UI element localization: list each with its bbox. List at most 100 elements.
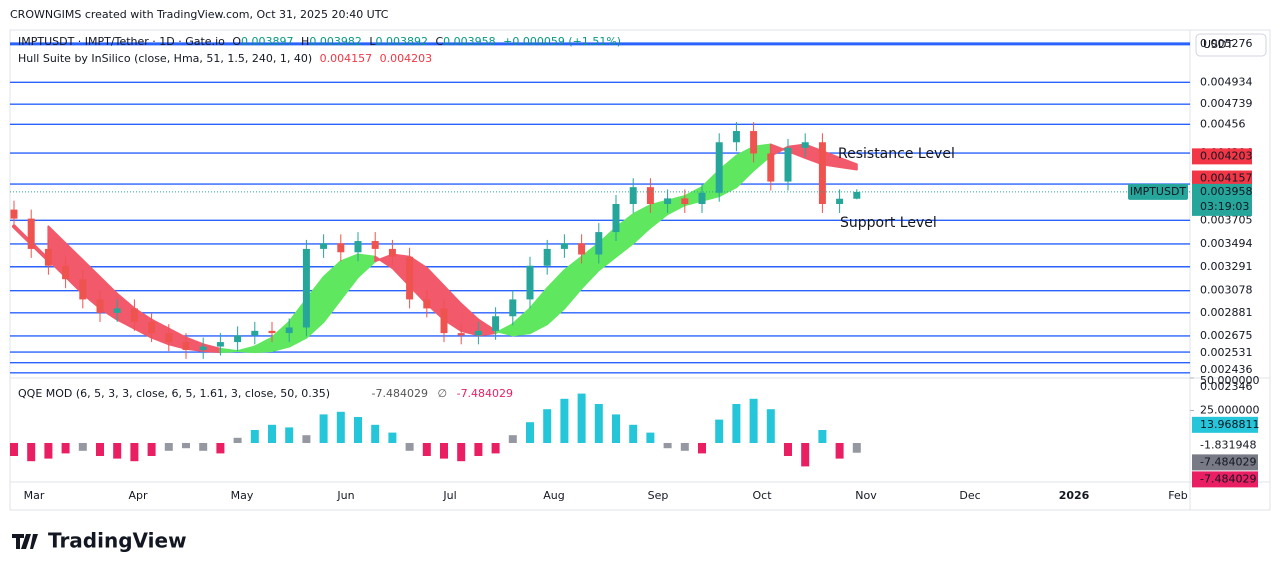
hull-band [838, 156, 858, 171]
qqe-badge-label: 13.968811 [1200, 418, 1260, 431]
ohlc-value: 0.003892 [375, 35, 428, 48]
annotation: Support Level [840, 215, 937, 231]
indicator-legend: Hull Suite by InSilico (close, Hma, 51, … [18, 52, 432, 65]
qqe-bar [113, 443, 122, 459]
qqe-bar [285, 427, 294, 443]
x-tick-label: Nov [855, 489, 877, 502]
qqe-bar [680, 443, 689, 451]
y-tick-label: 0.003078 [1200, 284, 1253, 297]
qqe-bar [852, 443, 861, 453]
qqe-bar [835, 443, 844, 459]
candle-body [646, 187, 654, 204]
countdown: 03:19:03 [1200, 200, 1249, 213]
qqe-badge-label: -7.484029 [1200, 455, 1256, 468]
candle-body [560, 243, 568, 249]
x-tick-label: Dec [959, 489, 980, 502]
y-tick-label: 0.00456 [1200, 117, 1246, 130]
qqe-badge-label: -7.484029 [1200, 472, 1256, 485]
frame [9, 29, 1271, 511]
candle-body [320, 243, 328, 249]
x-tick-label: 2026 [1059, 489, 1090, 502]
qqe-bar [732, 404, 741, 443]
candle-body [388, 248, 396, 257]
currency-box [1195, 33, 1267, 57]
y-tick-label: 0.002436 [1200, 363, 1253, 376]
y-tick-label: 0.004739 [1200, 97, 1253, 110]
y-tick-label: 0.002881 [1200, 306, 1253, 319]
qqe-bar [147, 443, 156, 456]
qqe-bar [27, 443, 36, 462]
candle-body [509, 299, 517, 317]
candle-body [784, 147, 792, 182]
qqe-bar [440, 443, 448, 459]
ohlc-value: 0.003982 [309, 35, 362, 48]
qqe-bar [766, 409, 775, 443]
qqe-bar [801, 443, 810, 467]
hull-band [632, 204, 652, 245]
logo-mark [12, 534, 38, 549]
symbol-tag-label: IMPTUSDT [1130, 185, 1187, 198]
symbol: IMPTUSDT · IMPT/Tether · 1D · Gate.io [18, 35, 225, 48]
y-tick-label: 0.002675 [1200, 329, 1253, 342]
candle-body [165, 333, 173, 343]
qqe-value: -7.484029 [457, 387, 513, 400]
hull-band [253, 336, 273, 354]
qqe-bar [491, 443, 500, 454]
y-tick-label: 0.003291 [1200, 260, 1253, 273]
x-tick-label: Jul [442, 489, 456, 502]
qqe-bar [422, 443, 431, 456]
qqe-bar [61, 443, 70, 454]
y-tick-label: 0.002346 [1200, 380, 1253, 393]
change: +0.000059 (+1.51%) [503, 35, 621, 48]
candle-body [113, 308, 121, 313]
candle-body [148, 321, 156, 334]
y-tick-label: 0.003705 [1200, 213, 1253, 226]
qqe-bar [233, 437, 242, 443]
qqe-bar [216, 443, 225, 454]
candle-body [268, 330, 276, 334]
candle-body [302, 248, 310, 328]
candle-body [853, 191, 861, 199]
header: CROWNGIMS created with TradingView.com, … [10, 8, 389, 21]
price-badge-label: 0.004203 [1200, 149, 1253, 162]
candle-body [96, 299, 104, 313]
price-badge-label: 0.003958 [1200, 185, 1253, 198]
qqe-bar [164, 443, 173, 451]
qqe-bar [577, 393, 586, 443]
indicator-value: 0.004203 [380, 52, 433, 65]
hull-band [236, 345, 256, 354]
hull-band [339, 253, 359, 301]
qqe-bar [336, 411, 345, 443]
y-tick-label: 0.003494 [1200, 237, 1253, 250]
qqe-bar [302, 435, 311, 443]
candle-body [474, 330, 482, 336]
candle-body [199, 346, 207, 350]
candle-body [406, 256, 414, 300]
candle-body [578, 243, 586, 255]
x-tick-label: Sep [648, 489, 669, 502]
qqe-bar [250, 430, 259, 443]
qqe-bar [44, 443, 53, 459]
qqe-bar [715, 419, 724, 443]
candle-body [457, 333, 465, 336]
qqe-bar [78, 443, 87, 451]
candle-body [62, 265, 70, 280]
qqe-bar [354, 417, 362, 443]
x-tick-label: Aug [543, 489, 564, 502]
ohlc-label: O [232, 35, 241, 48]
qqe-bar [749, 398, 758, 443]
ohlc-value: 0.003897 [241, 35, 294, 48]
candle-body [79, 279, 87, 300]
candle-body [836, 198, 844, 204]
qqe-tick-label: 50.000000 [1200, 374, 1260, 387]
indicator-value: 0.004157 [320, 52, 373, 65]
candle-body [543, 248, 551, 266]
qqe-bar [698, 443, 706, 454]
qqe-bar [371, 424, 380, 443]
price-badge-label: 0.004157 [1200, 172, 1253, 185]
indicator-title: Hull Suite by InSilico (close, Hma, 51, … [18, 52, 312, 65]
logo: TradingView [12, 529, 187, 553]
hull-band [271, 320, 291, 353]
candle-body [285, 327, 293, 334]
